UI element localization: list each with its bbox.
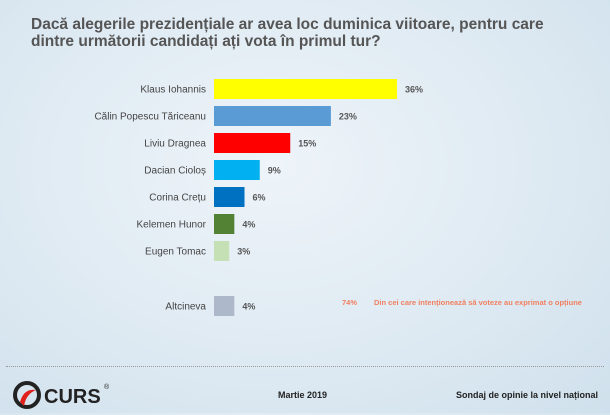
value-label: 3% (237, 247, 250, 257)
bar-2 (214, 133, 291, 153)
chart-note: 74% Din cei care intenționează să voteze … (342, 298, 582, 307)
category-label: Corina Crețu (149, 193, 206, 204)
bar-3 (214, 160, 260, 180)
note-text: Din cei care intenționează să voteze au … (374, 298, 582, 307)
category-label: Eugen Tomac (145, 247, 206, 258)
note-value: 74% (342, 298, 358, 307)
category-label: Kelemen Hunor (137, 220, 207, 231)
value-label: 23% (339, 112, 357, 122)
svg-text:CURS: CURS (44, 386, 101, 408)
value-label: 4% (242, 220, 255, 230)
value-label: 9% (268, 166, 281, 176)
bar-5 (214, 214, 235, 234)
category-label: Călin Popescu Tăriceanu (94, 112, 206, 123)
survey-source: Sondaj de opinie la nivel național (455, 390, 598, 400)
value-label: 15% (298, 139, 316, 149)
category-label: Dacian Cioloș (144, 166, 206, 177)
category-label: Altcineva (165, 302, 206, 313)
category-label: Liviu Dragnea (144, 139, 206, 150)
footer-divider (6, 366, 604, 367)
bar-0 (214, 79, 397, 99)
bar-1 (214, 106, 331, 126)
bar-4 (214, 187, 245, 207)
value-label: 4% (242, 302, 255, 312)
curs-logo: CURS ® (12, 380, 122, 415)
survey-date: Martie 2019 (278, 390, 328, 400)
value-label: 6% (253, 193, 266, 203)
chart-title: Dacă alegerile prezidențiale ar avea loc… (31, 16, 544, 50)
category-label: Klaus Iohannis (140, 85, 206, 96)
bar-7 (214, 296, 235, 316)
svg-text:®: ® (104, 383, 110, 391)
value-label: 36% (405, 85, 423, 95)
bar-6 (214, 241, 230, 261)
